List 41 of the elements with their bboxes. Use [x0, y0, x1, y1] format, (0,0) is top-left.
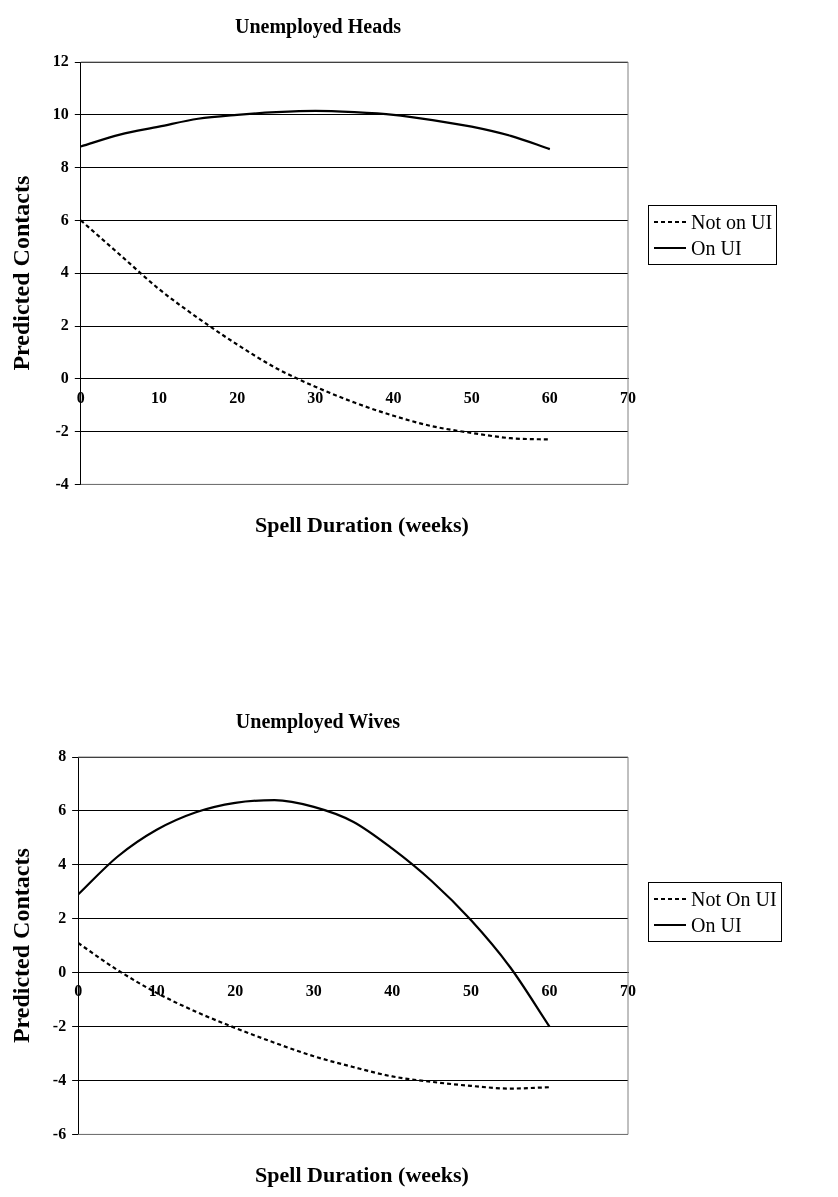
y-tick-label: 10: [52, 104, 69, 122]
legend-label: Not on UI: [691, 210, 773, 235]
x-tick-label: 40: [385, 388, 402, 406]
y-tick-label: 8: [58, 747, 67, 765]
y-axis-title: Predicted Contacts: [7, 175, 34, 371]
x-tick-label: 60: [541, 388, 558, 406]
y-tick-label: -6: [52, 1124, 67, 1142]
x-tick-label: 60: [541, 982, 558, 1000]
y-tick-label: -4: [52, 1070, 67, 1088]
x-tick-label: 10: [148, 982, 165, 1000]
x-axis-title: Spell Duration (weeks): [254, 1162, 470, 1188]
y-tick-label: 12: [52, 52, 69, 70]
x-tick-label: 50: [462, 982, 479, 1000]
x-tick-label: 20: [229, 388, 246, 406]
chart-title: Unemployed Wives: [235, 710, 401, 734]
y-tick-label: -2: [55, 421, 69, 439]
y-axis-title: Predicted Contacts: [7, 848, 34, 1044]
x-tick-label: 50: [463, 388, 480, 406]
y-tick-label: 4: [60, 263, 69, 281]
legend-label: On UI: [691, 236, 742, 261]
y-tick-label: 8: [60, 157, 69, 175]
y-tick-label: 4: [58, 854, 67, 872]
x-axis-title: Spell Duration (weeks): [254, 512, 470, 538]
chart-title: Unemployed Heads: [234, 15, 402, 39]
y-tick-label: 0: [58, 962, 67, 980]
x-tick-label: 70: [620, 982, 636, 1000]
y-tick-label: -2: [52, 1016, 67, 1034]
y-tick-label: 6: [58, 801, 67, 819]
legend-label: Not On UI: [691, 887, 777, 912]
x-tick-label: 40: [384, 982, 401, 1000]
y-tick-label: 2: [58, 908, 67, 926]
y-tick-label: 0: [60, 368, 69, 386]
y-tick-label: 6: [60, 210, 69, 228]
x-tick-label: 70: [620, 388, 636, 406]
legend-label: On UI: [691, 913, 742, 938]
y-tick-label: -4: [55, 474, 69, 492]
x-tick-label: 30: [305, 982, 322, 1000]
x-tick-label: 20: [227, 982, 244, 1000]
y-tick-label: 2: [60, 316, 69, 334]
x-tick-label: 10: [150, 388, 167, 406]
x-tick-label: 30: [307, 388, 324, 406]
